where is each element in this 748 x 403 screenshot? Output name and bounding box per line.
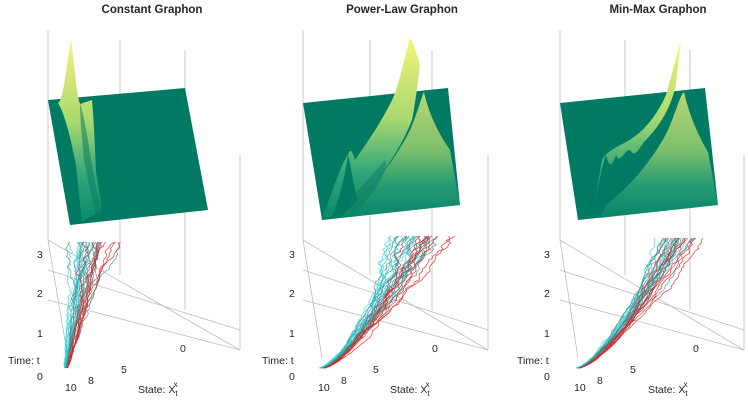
x-axis-label: State: Xtx — [648, 380, 688, 398]
trajectory-path — [63, 241, 87, 369]
panel-min-max-graphon: Min-Max Graphon 0 1 2 3 Time: t 10 8 — [517, 4, 745, 398]
x-tick-label: 5 — [630, 364, 636, 376]
trajectory-path — [322, 235, 401, 369]
t-tick-label: 1 — [37, 328, 43, 340]
trajectory-path — [319, 235, 399, 369]
x-axis-label: State: Xtx — [390, 380, 430, 398]
state-axis: 10 8 5 0 State: Xtx — [574, 343, 699, 398]
x-axis-label: State: Xtx — [138, 380, 178, 398]
trajectory-path — [576, 237, 679, 369]
x-tick-label: 0 — [693, 343, 699, 355]
trajectory-path — [64, 241, 74, 369]
x-tick-label: 10 — [318, 382, 330, 394]
ridge-shadow — [350, 160, 386, 215]
t-tick-label: 3 — [37, 249, 43, 261]
trajectory-path — [322, 235, 438, 369]
trajectory-path — [63, 241, 84, 369]
trajectory-path — [576, 237, 656, 369]
trajectory-path — [320, 235, 410, 369]
chart-title: Min-Max Graphon — [609, 4, 706, 16]
trajectory-path — [67, 241, 121, 369]
trajectory-bundle — [319, 235, 456, 369]
t-tick-label: 1 — [544, 328, 550, 340]
x-tick-label: 0 — [180, 343, 186, 355]
trajectory-path — [576, 237, 673, 369]
trajectory-path — [579, 237, 679, 369]
trajectory-path — [323, 235, 431, 369]
t-axis-label: Time: t — [262, 355, 294, 367]
density-surface — [303, 38, 460, 220]
trajectory-path — [67, 241, 115, 369]
panel-power-law-graphon: Power-Law Graphon 0 1 2 3 Time: t 10 — [262, 4, 489, 398]
trajectory-path — [580, 237, 687, 369]
t-tick-label: 0 — [37, 371, 43, 383]
trajectory-path — [321, 235, 414, 369]
trajectory-path — [324, 235, 433, 369]
chart-title: Constant Graphon — [102, 4, 203, 16]
t-tick-label: 3 — [544, 249, 550, 261]
trajectory-path — [579, 237, 693, 369]
t-tick-label: 2 — [544, 288, 550, 300]
density-surface — [560, 42, 718, 220]
trajectory-path — [66, 241, 89, 369]
trajectory-path — [579, 237, 704, 369]
panel-constant-graphon: Constant Graphon 0 1 2 3 Time: t 10 8 — [8, 4, 241, 398]
time-axis: 0 1 2 3 Time: t — [8, 249, 43, 383]
time-axis: 0 1 2 3 Time: t — [262, 249, 295, 383]
trajectory-bundle — [575, 237, 704, 369]
trajectory-path — [319, 235, 392, 369]
state-axis: 10 8 5 0 State: Xtx — [318, 343, 438, 398]
trajectory-path — [65, 241, 85, 369]
x-tick-label: 8 — [597, 375, 603, 387]
t-tick-label: 2 — [289, 288, 295, 300]
trajectory-path — [578, 237, 667, 369]
trajectory-path — [579, 237, 672, 369]
trajectory-path — [578, 237, 665, 369]
trajectory-path — [577, 237, 664, 369]
x-tick-label: 5 — [121, 364, 127, 376]
chart-title: Power-Law Graphon — [346, 4, 458, 16]
trajectory-path — [324, 235, 451, 369]
x-tick-label: 10 — [574, 382, 586, 394]
trajectory-path — [579, 237, 669, 369]
trajectory-path — [577, 237, 696, 369]
state-axis: 10 8 5 0 State: Xtx — [65, 343, 186, 398]
x-tick-label: 8 — [88, 375, 94, 387]
t-tick-label: 3 — [289, 249, 295, 261]
x-tick-label: 10 — [65, 382, 77, 394]
trajectory-path — [66, 241, 100, 369]
t-tick-label: 2 — [37, 288, 43, 300]
t-tick-label: 0 — [544, 371, 550, 383]
t-axis-label: Time: t — [8, 355, 40, 367]
trajectory-path — [324, 235, 428, 369]
trajectory-path — [324, 235, 456, 369]
t-tick-label: 1 — [289, 328, 295, 340]
t-tick-label: 0 — [289, 371, 295, 383]
trajectory-path — [324, 235, 420, 369]
trajectory-path — [323, 235, 407, 369]
ridge-back-slope — [340, 92, 460, 218]
x-tick-label: 8 — [341, 375, 347, 387]
trajectory-path — [64, 241, 80, 369]
ridge-shadow — [80, 104, 104, 218]
density-surface — [48, 40, 208, 225]
trajectory-bundle — [63, 241, 121, 369]
t-axis-label: Time: t — [517, 355, 549, 367]
x-tick-label: 5 — [373, 364, 379, 376]
time-axis: 0 1 2 3 Time: t — [517, 249, 550, 383]
ridge-back-slope — [600, 92, 718, 218]
x-tick-label: 0 — [432, 343, 438, 355]
